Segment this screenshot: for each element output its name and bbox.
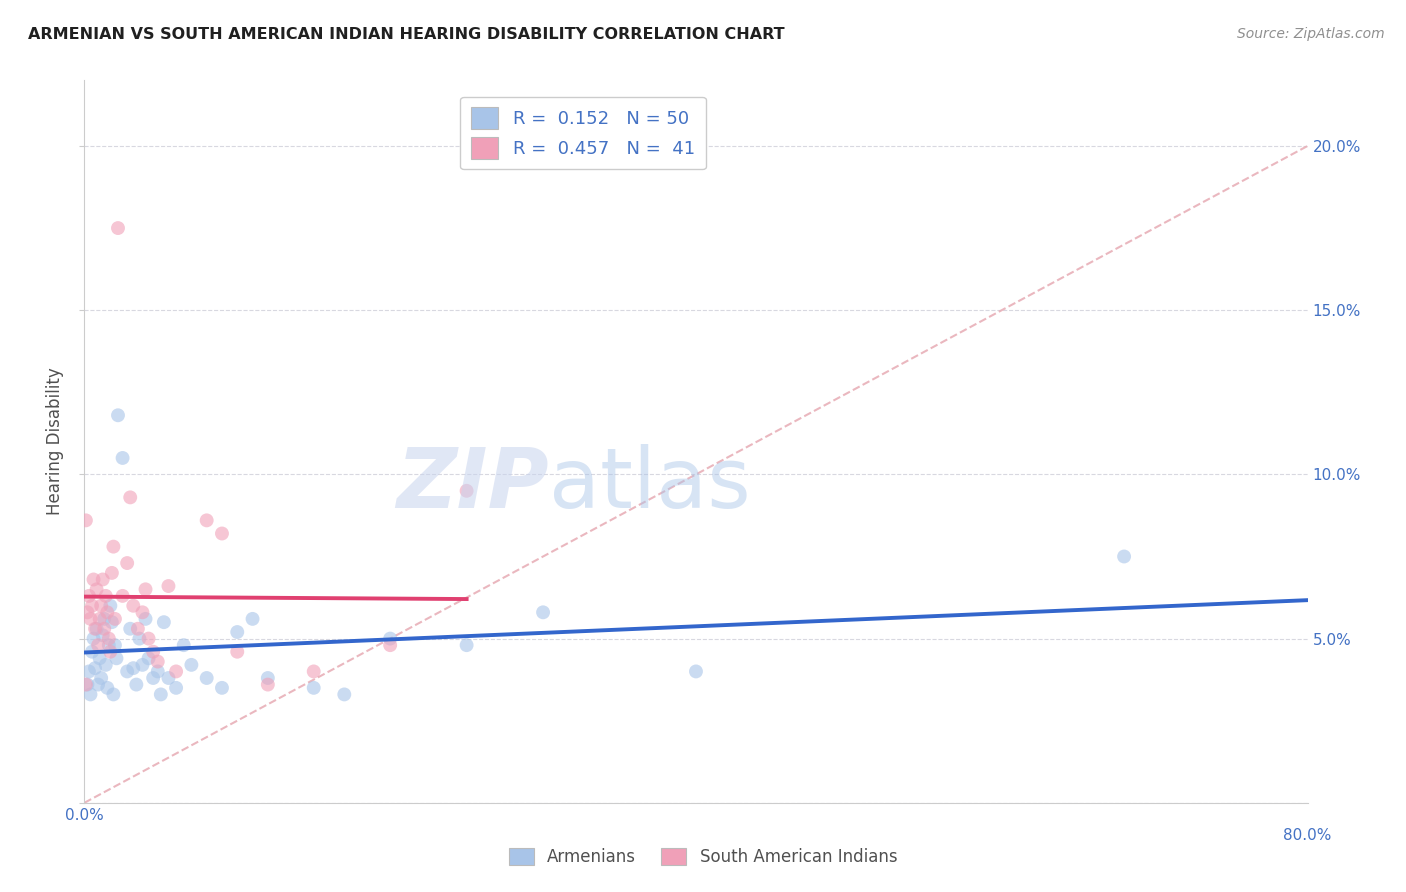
- Y-axis label: Hearing Disability: Hearing Disability: [45, 368, 63, 516]
- Point: [120, 622, 142, 636]
- Text: 80.0%: 80.0%: [1284, 828, 1331, 843]
- Point: [685, 665, 707, 679]
- Point: [142, 645, 165, 659]
- Point: [91, 628, 114, 642]
- Point: [75, 513, 97, 527]
- Point: [80, 599, 103, 613]
- Point: [83, 573, 105, 587]
- Point: [75, 677, 97, 691]
- Point: [165, 681, 187, 695]
- Point: [153, 615, 176, 630]
- Point: [195, 513, 218, 527]
- Point: [96, 605, 118, 619]
- Point: [89, 612, 111, 626]
- Point: [380, 638, 402, 652]
- Point: [83, 632, 105, 646]
- Point: [456, 483, 478, 498]
- Point: [94, 589, 117, 603]
- Point: [138, 632, 160, 646]
- Point: [98, 645, 121, 659]
- Point: [157, 671, 180, 685]
- Point: [93, 612, 115, 626]
- Point: [127, 622, 149, 636]
- Point: [103, 687, 125, 701]
- Point: [122, 599, 145, 613]
- Point: [122, 661, 145, 675]
- Point: [257, 671, 280, 685]
- Point: [101, 566, 124, 580]
- Legend: Armenians, South American Indians: Armenians, South American Indians: [502, 841, 904, 873]
- Point: [93, 622, 115, 636]
- Point: [226, 645, 249, 659]
- Point: [115, 556, 138, 570]
- Point: [135, 612, 157, 626]
- Point: [111, 450, 134, 465]
- Point: [77, 665, 100, 679]
- Point: [125, 677, 148, 691]
- Point: [101, 615, 124, 630]
- Point: [226, 625, 249, 640]
- Point: [77, 589, 100, 603]
- Point: [79, 612, 101, 626]
- Point: [333, 687, 356, 701]
- Point: [180, 657, 202, 672]
- Point: [111, 589, 134, 603]
- Point: [96, 681, 118, 695]
- Point: [79, 687, 101, 701]
- Point: [131, 657, 153, 672]
- Point: [242, 612, 264, 626]
- Point: [1114, 549, 1136, 564]
- Point: [87, 677, 110, 691]
- Point: [84, 622, 107, 636]
- Point: [128, 632, 150, 646]
- Point: [138, 651, 160, 665]
- Point: [157, 579, 180, 593]
- Point: [107, 409, 129, 423]
- Point: [89, 651, 111, 665]
- Point: [257, 677, 280, 691]
- Point: [104, 612, 127, 626]
- Point: [94, 657, 117, 672]
- Point: [105, 651, 128, 665]
- Point: [211, 526, 233, 541]
- Point: [97, 638, 120, 652]
- Point: [76, 677, 98, 691]
- Point: [115, 665, 138, 679]
- Point: [135, 582, 157, 597]
- Legend: R =  0.152   N = 50, R =  0.457   N =  41: R = 0.152 N = 50, R = 0.457 N = 41: [460, 96, 706, 169]
- Text: ZIP: ZIP: [396, 444, 550, 525]
- Point: [90, 599, 112, 613]
- Text: ARMENIAN VS SOUTH AMERICAN INDIAN HEARING DISABILITY CORRELATION CHART: ARMENIAN VS SOUTH AMERICAN INDIAN HEARIN…: [28, 27, 785, 42]
- Point: [380, 632, 402, 646]
- Text: atlas: atlas: [550, 444, 751, 525]
- Point: [149, 687, 172, 701]
- Point: [302, 665, 325, 679]
- Point: [195, 671, 218, 685]
- Point: [107, 221, 129, 235]
- Point: [76, 605, 98, 619]
- Point: [86, 582, 108, 597]
- Point: [173, 638, 195, 652]
- Point: [146, 665, 169, 679]
- Point: [97, 632, 120, 646]
- Point: [302, 681, 325, 695]
- Point: [86, 622, 108, 636]
- Point: [211, 681, 233, 695]
- Point: [104, 638, 127, 652]
- Point: [531, 605, 554, 619]
- Point: [98, 599, 121, 613]
- Point: [456, 638, 478, 652]
- Point: [165, 665, 187, 679]
- Point: [120, 491, 142, 505]
- Point: [142, 671, 165, 685]
- Point: [91, 573, 114, 587]
- Text: Source: ZipAtlas.com: Source: ZipAtlas.com: [1237, 27, 1385, 41]
- Point: [131, 605, 153, 619]
- Point: [90, 671, 112, 685]
- Point: [87, 638, 110, 652]
- Point: [146, 655, 169, 669]
- Point: [80, 645, 103, 659]
- Point: [103, 540, 125, 554]
- Point: [84, 661, 107, 675]
